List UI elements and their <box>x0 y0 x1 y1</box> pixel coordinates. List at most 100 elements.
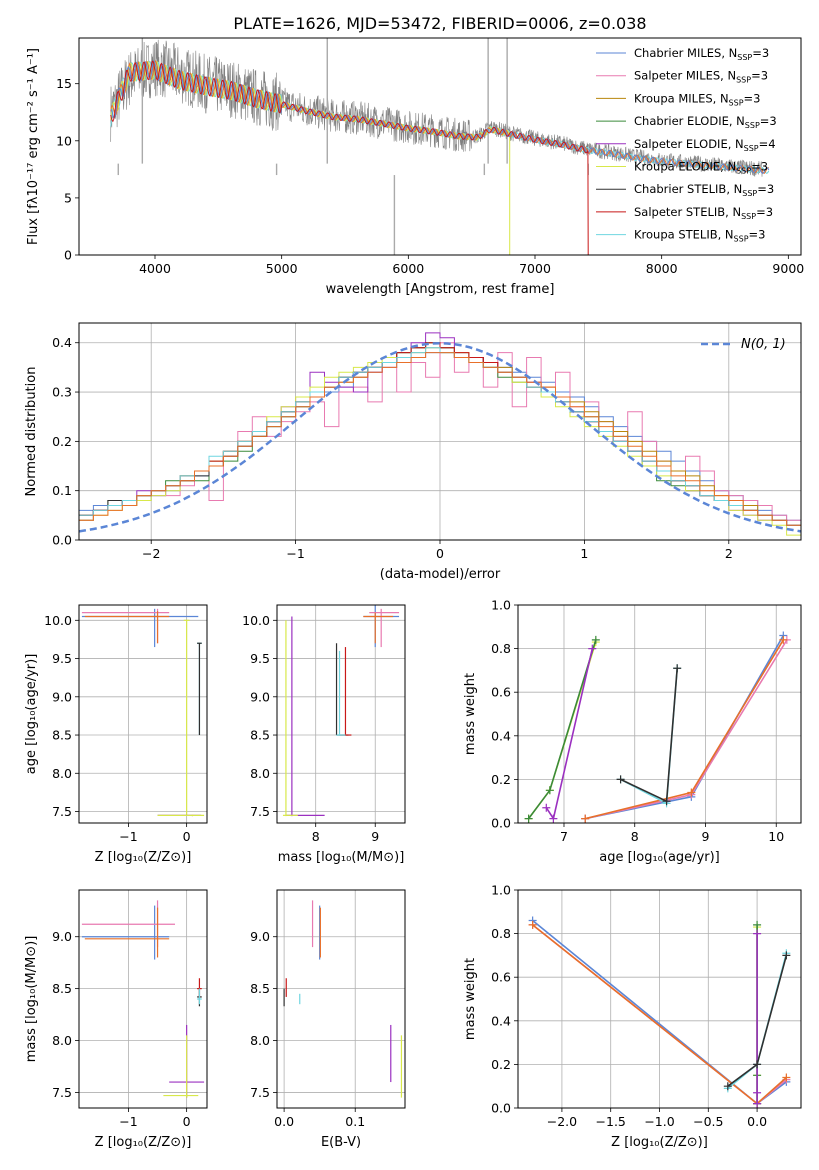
y-axis-label: age [log₁₀(age/yr)] <box>24 654 39 775</box>
x-axis-label: Z [log₁₀(Z/Z⊙)] <box>611 1135 708 1150</box>
axes-frame <box>276 604 406 824</box>
axes-frame <box>276 889 406 1109</box>
y-tick-label: 0.8 <box>491 641 511 656</box>
legend-label: Salpeter STELIB, NSSP=3 <box>634 205 773 221</box>
axes-residuals: −2 −1 0 1 2 0.0 0.1 0.2 0.3 0.4 (data-model)/error… <box>24 322 802 582</box>
legend-label: Chabrier ELODIE, NSSP=3 <box>634 114 777 130</box>
weight-series-chabrier_stelib <box>620 668 678 803</box>
legend-subscript: SSP <box>736 167 751 176</box>
weight-series-orange_fit <box>585 639 784 820</box>
weight-marker <box>549 814 558 823</box>
legend-suffix: =3 <box>751 160 768 174</box>
y-tick-label: 7.5 <box>250 804 270 819</box>
axes-age_vs_mass: 8 9 7.5 8.0 8.5 9.0 9.5 10.0 mass [log₁₀(M/M⊙)] <box>242 604 406 865</box>
y-tick-label: 10 <box>56 133 72 148</box>
legend-subscript: SSP <box>729 98 744 107</box>
y-tick-label: 9.0 <box>250 689 270 704</box>
legend-label: Chabrier STELIB, NSSP=3 <box>634 182 774 198</box>
x-tick-label: −1.0 <box>644 1114 674 1129</box>
histogram-series-orange_fit <box>79 352 801 526</box>
x-tick-label: 8 <box>312 829 320 844</box>
y-tick-label: 10.0 <box>242 613 270 628</box>
axes-frame <box>78 889 208 1109</box>
x-tick-label: 0.0 <box>274 1114 294 1129</box>
x-tick-label: −2.0 <box>547 1114 577 1129</box>
weight-marker <box>524 814 533 823</box>
weight-marker <box>581 814 590 823</box>
y-axis-label: mass weight <box>463 673 478 755</box>
y-tick-label: 8.0 <box>52 766 72 781</box>
y-tick-label: 8.5 <box>250 981 270 996</box>
plot-area <box>282 605 400 817</box>
legend-suffix: =3 <box>751 69 768 83</box>
y-tick-label: 9.0 <box>52 689 72 704</box>
y-tick-label: 8.5 <box>250 728 270 743</box>
legend-suffix: =3 <box>756 205 773 219</box>
x-tick-label: 8000 <box>646 261 678 276</box>
x-axis-label: wavelength [Angstrom, rest frame] <box>326 282 555 297</box>
legend-label: Kroupa ELODIE, NSSP=3 <box>634 160 768 176</box>
x-axis-label: (data-model)/error <box>380 567 501 582</box>
plot-area <box>528 916 791 1108</box>
weight-marker <box>662 797 671 806</box>
y-tick-label: 1.0 <box>491 598 511 613</box>
model-spectrum-chabrier_miles <box>110 60 770 174</box>
plot-area <box>81 608 205 817</box>
x-tick-label: −1 <box>286 546 304 561</box>
weight-series-kroupa_elodie <box>527 641 597 820</box>
model-spectrum-salpeter_stelib <box>110 60 589 255</box>
legend-suffix: =3 <box>749 228 766 242</box>
axes-spectrum: 4000 5000 6000 7000 8000 9000 0 5 10 15 wavelength… <box>26 37 804 297</box>
y-tick-label: 0.8 <box>491 926 511 941</box>
y-tick-label: 0.2 <box>491 772 511 787</box>
legend-subscript: SSP <box>736 76 751 85</box>
legend-label: Salpeter MILES, NSSP=3 <box>634 69 768 85</box>
y-tick-label: 0.2 <box>491 1057 511 1072</box>
x-tick-label: 4000 <box>139 261 171 276</box>
y-tick-label: 0.4 <box>491 1013 511 1028</box>
x-tick-label: 5000 <box>266 261 298 276</box>
figure-title: PLATE=1626, MJD=53472, FIBERID=0006, z=0… <box>233 14 646 33</box>
y-tick-label: 8.0 <box>250 766 270 781</box>
x-tick-label: −0.5 <box>693 1114 723 1129</box>
x-tick-label: −2 <box>142 546 160 561</box>
x-tick-label: 10 <box>768 829 784 844</box>
weight-marker <box>779 635 788 644</box>
weight-marker <box>753 1088 762 1097</box>
weight-marker <box>753 1060 762 1069</box>
axes-frame <box>78 37 802 256</box>
weight-marker <box>782 1073 791 1082</box>
y-tick-label: 9.5 <box>250 651 270 666</box>
y-tick-label: 0.2 <box>52 434 72 449</box>
x-tick-label: 1 <box>580 546 588 561</box>
legend-label: N(0, 1) <box>741 337 786 352</box>
plot-area <box>283 900 403 1098</box>
y-axis-label: mass weight <box>463 958 478 1040</box>
y-tick-label: 0.6 <box>491 970 511 985</box>
x-tick-label: 0.1 <box>345 1114 365 1129</box>
x-tick-label: 9000 <box>772 261 804 276</box>
legend-subscript: SSP <box>744 144 759 153</box>
plot-area <box>110 38 770 255</box>
y-tick-label: 7.5 <box>250 1085 270 1100</box>
axes-age_vs_Z: −1 0 7.5 8.0 8.5 9.0 9.5 10.0 Z [log₁₀(Z/Z⊙)] age… <box>24 604 208 865</box>
x-tick-label: −1 <box>119 1114 137 1129</box>
weight-marker <box>753 929 762 938</box>
x-tick-label: 6000 <box>392 261 424 276</box>
x-tick-label: −1 <box>119 829 137 844</box>
y-tick-label: 8.5 <box>52 728 72 743</box>
y-tick-label: 0.3 <box>52 385 72 400</box>
y-tick-label: 0.4 <box>491 728 511 743</box>
legend-subscript: SSP <box>742 189 757 198</box>
y-tick-label: 9.0 <box>52 929 72 944</box>
weight-series-salpeter_miles <box>585 639 788 820</box>
x-axis-label: age [log₁₀(age/yr)] <box>599 850 720 865</box>
axes-frame <box>517 889 802 1109</box>
axes-mass_vs_Z: −1 0 7.5 8.0 8.5 9.0 Z [log₁₀(Z/Z⊙)] mass [log₁… <box>24 889 208 1150</box>
legend-subscript: SSP <box>734 235 749 244</box>
axes-mass_vs_ebv: 0.0 0.1 7.5 8.0 8.5 9.0 E(B-V) <box>250 889 406 1150</box>
weight-series-chabrier_elodie <box>527 639 597 820</box>
x-tick-label: 0 <box>183 1114 191 1129</box>
x-tick-label: 0 <box>183 829 191 844</box>
